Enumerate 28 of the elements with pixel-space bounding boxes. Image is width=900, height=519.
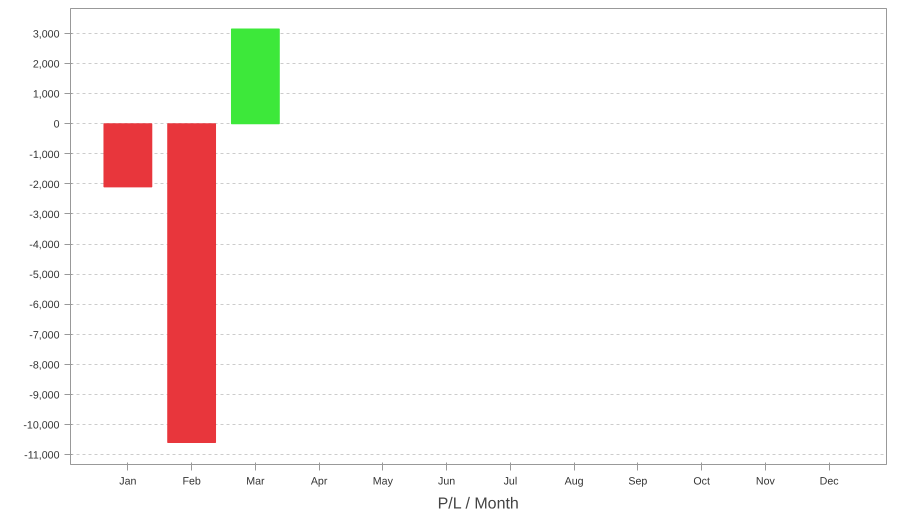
y-tick-label: -1,000 <box>29 148 60 161</box>
y-tick-label: -9,000 <box>29 389 60 402</box>
x-tick-label: Aug <box>564 476 584 488</box>
y-tick-label: -3,000 <box>29 208 60 221</box>
y-tick-label: -10,000 <box>23 419 60 432</box>
x-tick-label: Oct <box>693 476 710 488</box>
x-tick-label: Jul <box>504 476 518 488</box>
y-tick-label: 3,000 <box>32 28 60 40</box>
x-tick-label: Mar <box>246 476 265 488</box>
x-tick-label: Jan <box>119 476 137 488</box>
x-tick-label: Nov <box>756 476 776 488</box>
y-tick-label: 2,000 <box>32 58 60 71</box>
x-axis-title: P/L / Month <box>438 496 519 512</box>
y-tick-label: -2,000 <box>29 178 60 191</box>
y-tick-label: -8,000 <box>29 359 60 372</box>
y-tick-label: -11,000 <box>24 450 60 462</box>
x-tick-label: May <box>372 476 394 488</box>
y-tick-label: -4,000 <box>29 239 60 252</box>
y-tick-label: -6,000 <box>29 299 60 312</box>
y-tick-label: -5,000 <box>29 269 60 282</box>
x-tick-label: Dec <box>820 476 840 488</box>
x-tick-label: Jun <box>438 476 456 488</box>
x-tick-label: Sep <box>628 476 648 488</box>
y-tick-label: 1,000 <box>32 88 60 101</box>
x-tick-label: Apr <box>310 476 328 488</box>
y-tick-label: 0 <box>54 118 60 131</box>
x-tick-label: Feb <box>182 476 201 488</box>
y-tick-label: -7,000 <box>29 329 60 342</box>
